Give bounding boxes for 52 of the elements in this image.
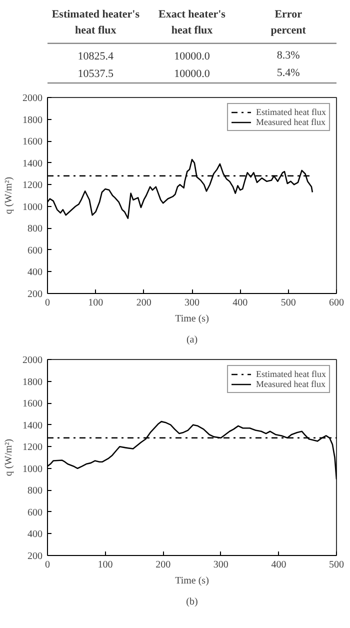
y-axis-title: q (W/m²) <box>4 176 14 214</box>
y-tick-label: 1600 <box>22 136 42 148</box>
x-tick-label: 600 <box>329 298 344 308</box>
y-tick-label: 1800 <box>22 376 42 388</box>
text: (a) <box>186 334 198 346</box>
text: 10000.0 <box>174 50 210 62</box>
x-tick-label: 500 <box>329 560 344 570</box>
y-tick-label: 600 <box>28 507 42 518</box>
x-tick-label: 500 <box>280 298 296 308</box>
text: 10825.4 <box>78 50 114 62</box>
legend-label: Measured heat flux <box>256 379 326 389</box>
y-tick-label: 200 <box>28 551 42 562</box>
y-tick-label: 1400 <box>22 420 42 432</box>
x-tick-label: 0 <box>45 298 50 308</box>
x-tick-label: 200 <box>156 560 171 570</box>
y-tick-label: 400 <box>28 267 42 278</box>
x-tick-label: 200 <box>136 298 152 308</box>
y-tick-label: 400 <box>28 529 42 540</box>
x-tick-label: 400 <box>232 298 248 308</box>
x-tick-label: 0 <box>45 560 50 570</box>
text: Exact heater's heat flux <box>158 8 226 36</box>
x-tick-label: 300 <box>213 560 228 570</box>
y-axis-title: q (W/m²) <box>4 438 14 476</box>
text: 10537.5 <box>78 68 114 80</box>
y-tick-label: 800 <box>28 486 42 497</box>
y-tick-label: 2000 <box>22 355 42 366</box>
y-tick-label: 1800 <box>22 114 42 126</box>
y-tick-label: 1200 <box>22 442 42 454</box>
y-tick-label: 1000 <box>22 464 42 475</box>
y-tick-label: 600 <box>28 245 42 256</box>
y-tick-label: 800 <box>28 224 42 235</box>
x-tick-label: 100 <box>88 298 104 308</box>
x-tick-label: 400 <box>271 560 286 570</box>
x-tick-label: 100 <box>98 560 113 570</box>
x-axis-title: Time (s) <box>175 576 209 586</box>
text: Estimated heater's heat flux <box>52 8 140 36</box>
text: 5.4% <box>276 67 300 80</box>
x-axis-title: Time (s) <box>175 314 209 324</box>
x-tick-label: 300 <box>184 298 200 308</box>
text: Error percent <box>270 8 306 36</box>
y-tick-label: 1400 <box>22 158 42 170</box>
y-tick-label: 1600 <box>22 398 42 410</box>
legend-label: Estimated heat flux <box>256 369 326 379</box>
text: 10000.0 <box>174 68 210 80</box>
y-tick-label: 2000 <box>22 93 42 104</box>
y-tick-label: 1200 <box>22 180 42 192</box>
legend-label: Estimated heat flux <box>256 107 326 117</box>
legend-label: Measured heat flux <box>256 117 326 127</box>
y-tick-label: 1000 <box>22 202 42 213</box>
text: 8.3% <box>276 50 300 62</box>
y-tick-label: 200 <box>28 289 42 300</box>
text: (b) <box>186 596 198 608</box>
